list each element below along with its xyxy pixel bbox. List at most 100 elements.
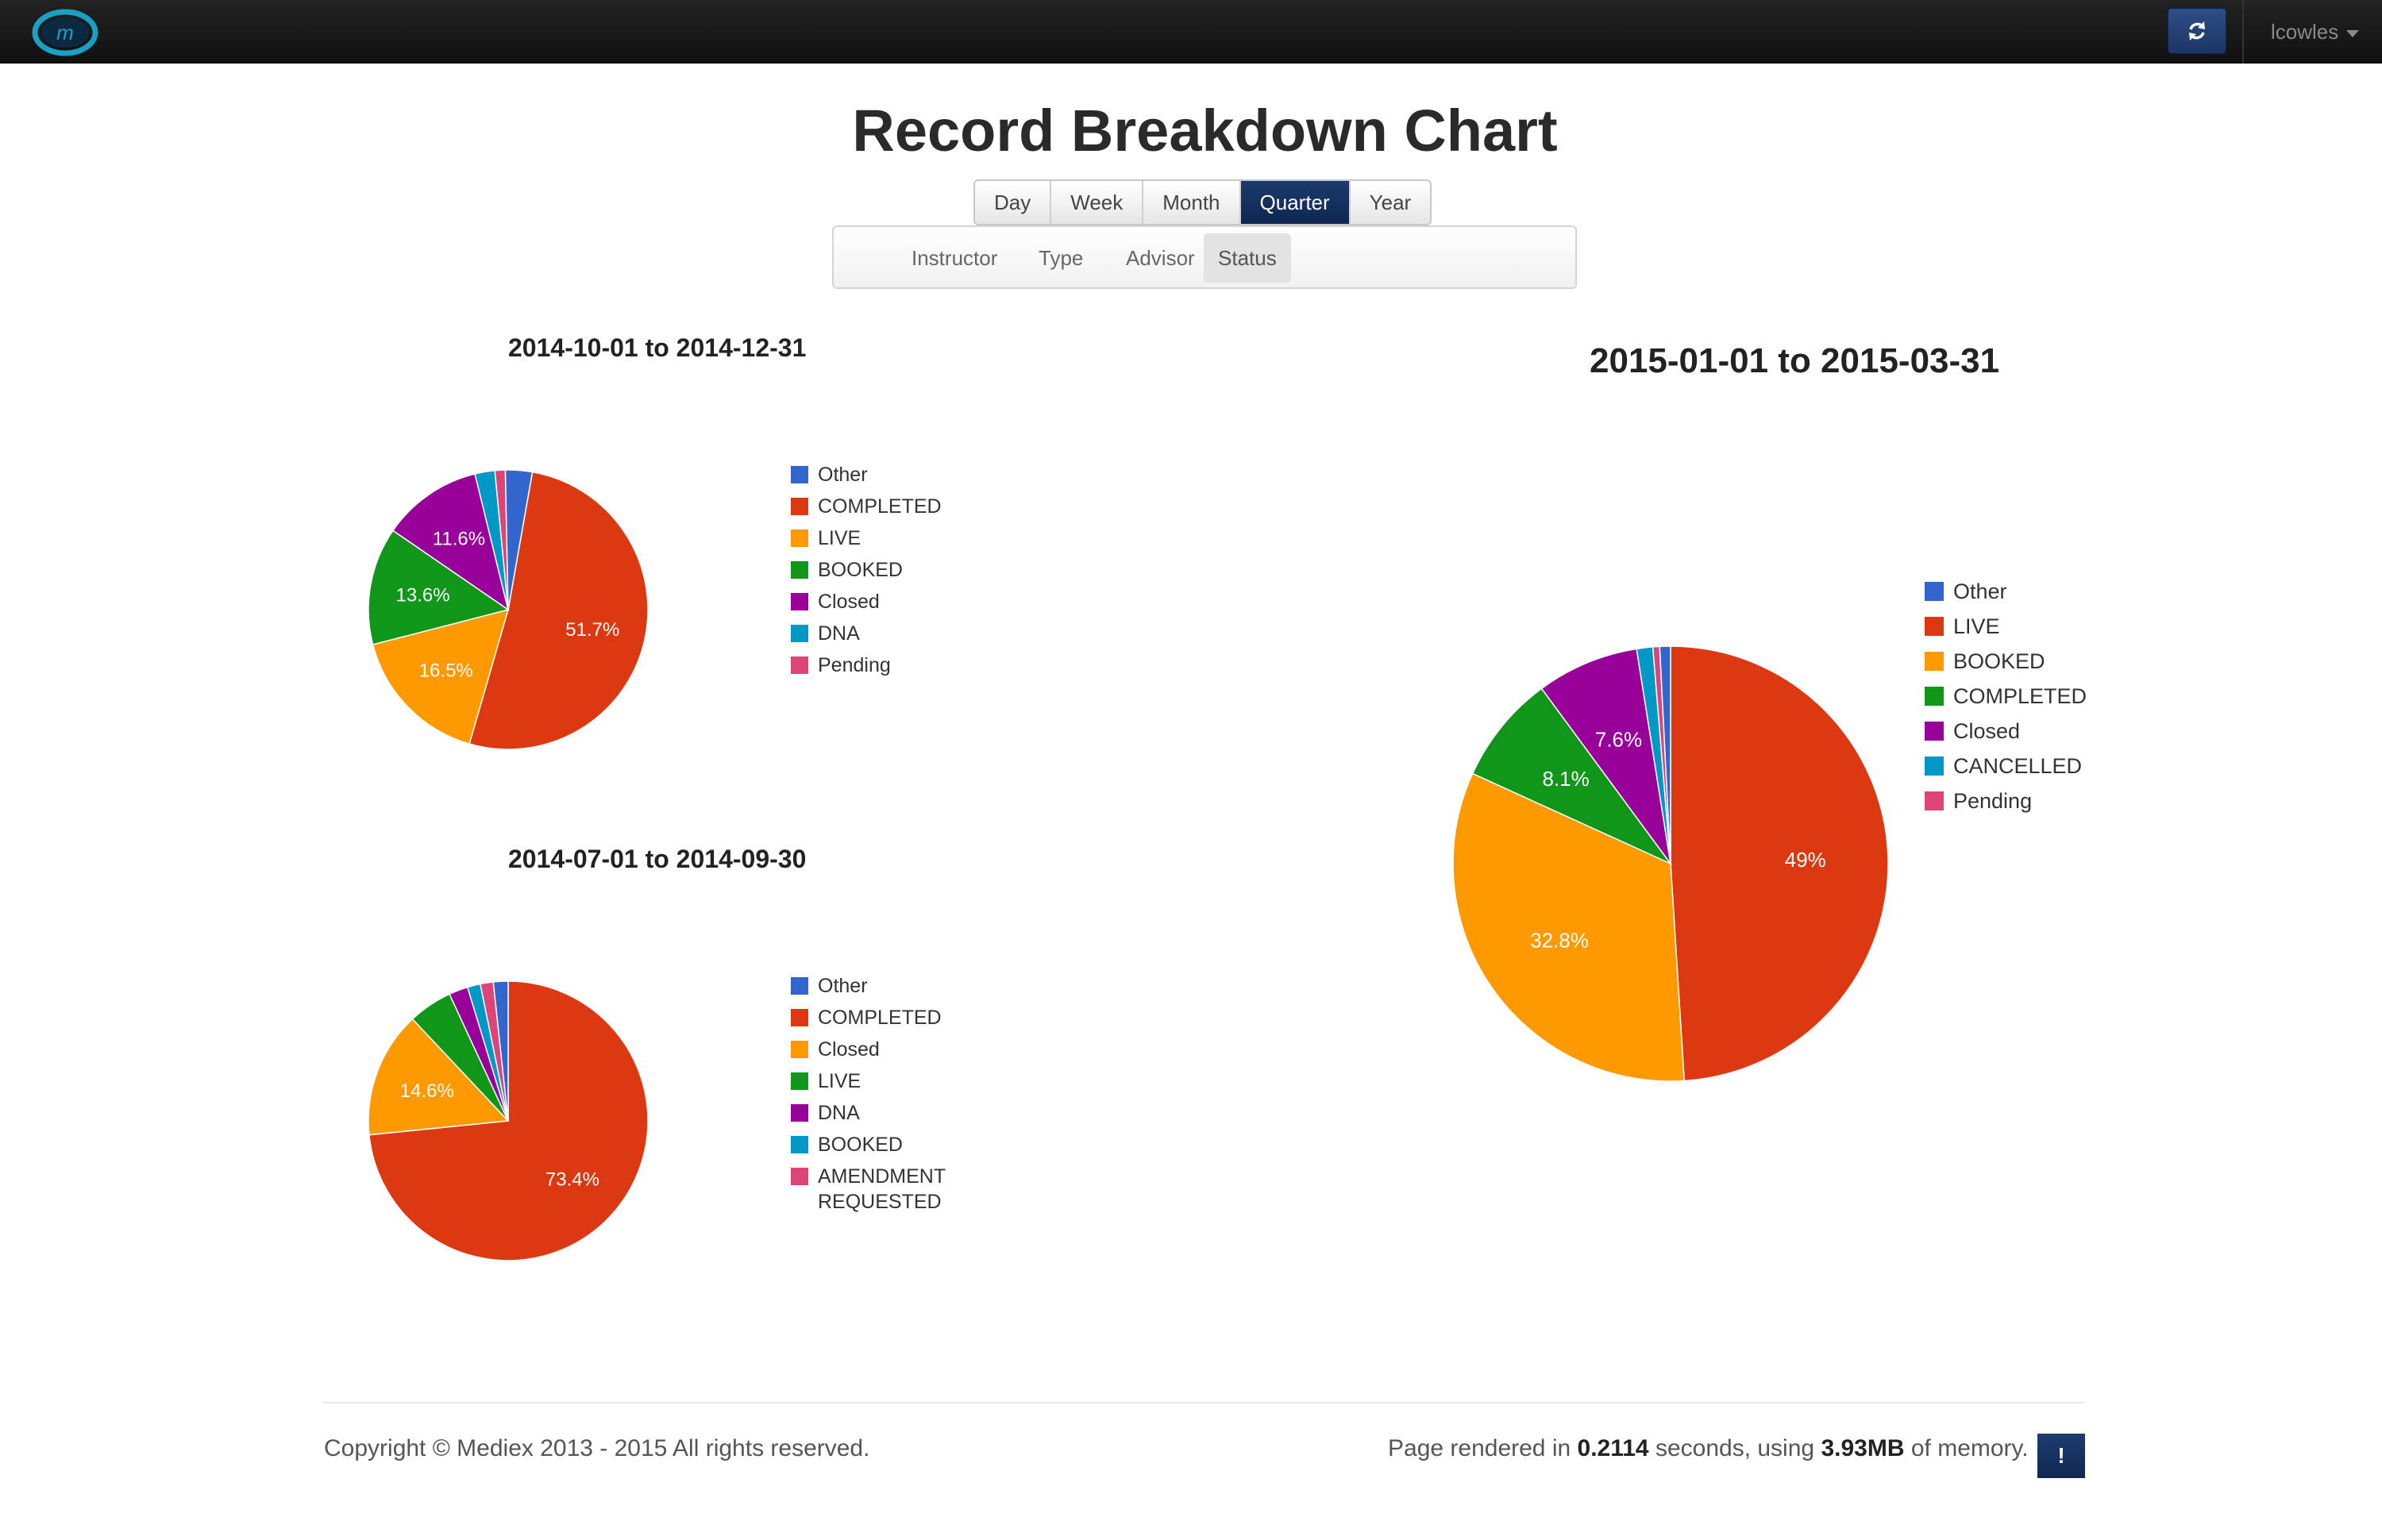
legend-item-completed[interactable]: COMPLETED [1925, 683, 2087, 718]
legend-swatch [1925, 757, 1944, 776]
slice-label: 14.6% [400, 1080, 454, 1102]
legend-label: Other [818, 975, 868, 997]
slice-label: 73.4% [545, 1169, 599, 1191]
legend-label: Pending [1953, 789, 2033, 813]
render-seconds: 0.2114 [1577, 1435, 1649, 1461]
slice-label: 7.6% [1595, 727, 1642, 751]
legend-swatch [791, 1009, 808, 1026]
legend-item-other[interactable]: Other [791, 462, 942, 494]
legend-label: Other [818, 464, 868, 486]
top-navbar: m lcowles [0, 0, 2382, 64]
legend-swatch [791, 1136, 808, 1153]
legend-item-completed[interactable]: COMPLETED [791, 1005, 977, 1037]
legend-item-cancelled[interactable]: CANCELLED [1925, 753, 2087, 787]
pie-slice-live[interactable] [372, 608, 510, 745]
legend-swatch [1925, 652, 1944, 671]
legend-label: DNA [818, 1102, 860, 1124]
legend-swatch [791, 625, 808, 642]
chart-title-q1-2015: 2015-01-01 to 2015-03-31 [1590, 341, 2000, 380]
legend-item-dna[interactable]: DNA [791, 1100, 977, 1132]
legend-item-closed[interactable]: Closed [791, 589, 942, 621]
debug-info-button[interactable]: ! [2037, 1434, 2085, 1478]
legend-item-pending[interactable]: Pending [791, 653, 942, 684]
legend-item-pending[interactable]: Pending [1925, 787, 2087, 822]
legend-item-live[interactable]: LIVE [791, 1068, 977, 1100]
period-button-month[interactable]: Month [1143, 181, 1241, 224]
legend-item-booked[interactable]: BOOKED [791, 1132, 977, 1164]
pie-slice-other[interactable] [504, 469, 534, 610]
slice-label: 51.7% [565, 619, 619, 641]
pie-slice-booked[interactable] [368, 529, 510, 645]
breakdown-subnav: Instructor Type Advisor Status [832, 225, 1577, 289]
nav-divider [2242, 0, 2244, 64]
legend-swatch [791, 593, 808, 610]
legend-swatch [791, 656, 808, 674]
legend-label: LIVE [1953, 614, 2000, 638]
mediex-logo[interactable]: m [32, 8, 98, 57]
refresh-button[interactable] [2168, 8, 2226, 54]
render-prefix: Page rendered in [1388, 1435, 1571, 1461]
refresh-icon [2189, 21, 2205, 40]
legend-label: LIVE [818, 1070, 861, 1092]
subnav-item-status[interactable]: Status [1204, 233, 1291, 283]
period-button-year[interactable]: Year [1369, 191, 1412, 214]
pie-slice-completed[interactable] [468, 471, 649, 750]
legend-swatch [791, 561, 808, 579]
legend-label: BOOKED [818, 1134, 903, 1156]
legend-swatch [791, 1072, 808, 1090]
period-button-day[interactable]: Day [975, 181, 1052, 224]
render-info: Page rendered in 0.2114 seconds, using 3… [1388, 1435, 2029, 1462]
legend-label: BOOKED [1953, 649, 2045, 673]
legend-item-live[interactable]: LIVE [791, 526, 942, 557]
legend-item-closed[interactable]: Closed [1925, 718, 2087, 753]
subnav-item-advisor[interactable]: Advisor [1126, 246, 1195, 270]
subnav-item-type[interactable]: Type [1039, 246, 1084, 270]
legend-item-live[interactable]: LIVE [1925, 613, 2087, 648]
footer-divider [322, 1402, 2085, 1403]
legend-label: Closed [818, 1038, 880, 1061]
page-title: Record Breakdown Chart [852, 98, 1558, 164]
legend-item-booked[interactable]: BOOKED [791, 557, 942, 589]
legend-q4-2014: Other COMPLETED LIVE BOOKED Closed DNA Pending [791, 462, 942, 684]
legend-swatch [791, 1104, 808, 1122]
slice-label: 32.8% [1530, 928, 1589, 952]
legend-item-completed[interactable]: COMPLETED [791, 494, 942, 526]
legend-item-amendment-requested[interactable]: AMENDMENT REQUESTED [791, 1164, 977, 1219]
period-button-week[interactable]: Week [1051, 181, 1144, 224]
legend-label: AMENDMENT REQUESTED [818, 1165, 946, 1213]
chart-title-q4-2014: 2014-10-01 to 2014-12-31 [508, 333, 807, 362]
period-button-group: Day Week Month Quarter Year [973, 179, 1432, 225]
legend-swatch [791, 977, 808, 995]
legend-swatch [1925, 617, 1944, 636]
pie-slice-closed[interactable] [1540, 648, 1671, 864]
pie-slice-live[interactable] [1670, 645, 1889, 1082]
legend-label: CANCELLED [1953, 754, 2083, 778]
legend-swatch [1925, 687, 1944, 706]
legend-swatch [1925, 791, 1944, 810]
slice-label: 16.5% [419, 660, 473, 681]
legend-q1-2015: Other LIVE BOOKED COMPLETED Closed CANCELLED P… [1925, 578, 2087, 822]
subnav-item-instructor[interactable]: Instructor [912, 246, 998, 270]
legend-item-other[interactable]: Other [1925, 578, 2087, 613]
user-menu-dropdown[interactable]: lcowles [2271, 16, 2360, 48]
legend-item-booked[interactable]: BOOKED [1925, 648, 2087, 683]
pie-chart-q1-2015: 49% 32.8% 8.1%7.6% [1452, 645, 1889, 1082]
pie-slice-closed[interactable] [368, 1018, 510, 1136]
legend-swatch [791, 466, 808, 483]
legend-swatch [1925, 582, 1944, 601]
pie-chart-q4-2014: 51.7% 16.5% 13.6% 11.6% [368, 469, 649, 750]
legend-item-closed[interactable]: Closed [791, 1037, 977, 1068]
pie-slice-other[interactable] [492, 980, 509, 1122]
legend-swatch [791, 1041, 808, 1058]
period-button-quarter[interactable]: Quarter [1240, 181, 1351, 224]
legend-item-dna[interactable]: DNA [791, 621, 942, 653]
legend-item-other[interactable]: Other [791, 973, 977, 1005]
legend-label: DNA [818, 622, 860, 645]
pie-slice-completed[interactable] [1471, 687, 1673, 865]
legend-label: Other [1953, 579, 2007, 603]
legend-label: COMPLETED [818, 495, 942, 518]
legend-label: COMPLETED [818, 1007, 942, 1029]
pie-slice-closed[interactable] [391, 473, 510, 611]
pie-slice-booked[interactable] [1452, 772, 1686, 1082]
pie-slice-other[interactable] [1659, 645, 1671, 864]
